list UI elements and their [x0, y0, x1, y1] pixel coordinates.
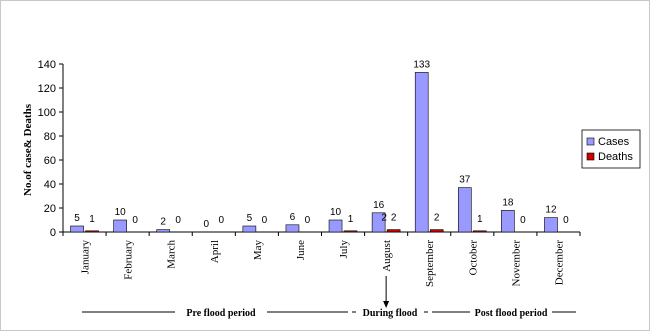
- bar-cases-march: [156, 229, 171, 233]
- legend-swatch-deaths: [586, 152, 595, 161]
- x-tick-label-november: November: [510, 240, 522, 287]
- bar-cases-november: [501, 210, 515, 233]
- data-label-cases-february: 10: [115, 207, 127, 218]
- data-label-deaths-february: 0: [132, 215, 138, 226]
- data-label-deaths-june: 0: [305, 215, 311, 226]
- bar-deaths-october: [472, 230, 487, 233]
- y-tick-label-100: 100: [38, 107, 56, 119]
- bar-deaths-july: [343, 230, 358, 233]
- data-label-deaths-april: 0: [219, 215, 225, 226]
- data-label-deaths-december: 0: [563, 215, 569, 226]
- legend-box: [581, 129, 641, 169]
- bar-deaths-january: [85, 230, 99, 233]
- x-tick-label-june: June: [295, 240, 307, 260]
- x-tick-label-january: January: [80, 240, 92, 275]
- y-tick-label-60: 60: [44, 155, 56, 167]
- x-tick-label-may: May: [252, 240, 264, 261]
- bar-cases-september: [414, 72, 429, 233]
- data-label-deaths-november: 0: [520, 215, 526, 226]
- data-label-deaths-july: 1: [348, 214, 354, 225]
- data-label-cases-september: 133: [413, 59, 430, 70]
- extra-data-label-august: 2: [381, 213, 387, 224]
- y-axis-title: No.of case& Deaths: [22, 103, 34, 196]
- x-tick-label-march: March: [166, 240, 178, 269]
- x-tick-label-august: August: [381, 240, 393, 272]
- bar-cases-may: [242, 225, 257, 233]
- data-label-cases-june: 6: [290, 212, 296, 223]
- bar-cases-july: [328, 219, 343, 233]
- x-tick-label-october: October: [467, 240, 479, 276]
- period-label-during-flood: During flood: [363, 308, 418, 319]
- x-tick-label-april: April: [209, 240, 221, 263]
- data-label-cases-october: 37: [459, 175, 471, 186]
- y-tick-label-0: 0: [50, 227, 56, 239]
- x-tick-label-september: September: [424, 240, 436, 287]
- data-label-deaths-august: 2: [391, 213, 397, 224]
- data-label-deaths-march: 0: [175, 215, 181, 226]
- data-label-cases-november: 18: [502, 197, 514, 208]
- data-label-cases-may: 5: [247, 213, 253, 224]
- legend-label-deaths: Deaths: [598, 151, 633, 163]
- bar-deaths-september: [429, 229, 444, 233]
- period-label-pre-flood-period: Pre flood period: [186, 308, 256, 319]
- data-label-deaths-january: 1: [89, 214, 95, 225]
- bar-cases-december: [544, 217, 558, 233]
- data-label-cases-january: 5: [74, 213, 80, 224]
- y-tick-label-20: 20: [44, 203, 56, 215]
- y-tick-label-80: 80: [44, 131, 56, 143]
- legend-swatch-cases: [586, 137, 595, 146]
- bar-cases-january: [70, 225, 84, 233]
- data-label-cases-april: 0: [204, 219, 210, 230]
- data-label-deaths-september: 2: [434, 213, 440, 224]
- data-label-cases-august: 16: [373, 200, 385, 211]
- bar-cases-august: [371, 212, 386, 233]
- bar-cases-october: [457, 187, 472, 233]
- x-tick-label-february: February: [123, 240, 135, 280]
- data-label-cases-march: 2: [160, 217, 166, 228]
- bar-deaths-august: [386, 229, 401, 233]
- data-label-cases-december: 12: [545, 205, 557, 216]
- data-label-deaths-october: 1: [477, 214, 483, 225]
- data-label-deaths-may: 0: [262, 215, 268, 226]
- x-tick-label-december: December: [553, 240, 565, 286]
- legend-label-cases: Cases: [598, 136, 630, 148]
- y-tick-label-120: 120: [38, 83, 56, 95]
- x-tick-label-july: July: [338, 240, 350, 259]
- period-label-post-flood-period: Post flood period: [475, 308, 548, 319]
- during-flood-arrow-head: [383, 301, 390, 308]
- y-tick-label-140: 140: [38, 59, 56, 71]
- bar-cases-february: [113, 219, 127, 233]
- y-tick-label-40: 40: [44, 179, 56, 191]
- bar-cases-june: [285, 224, 300, 233]
- data-label-cases-july: 10: [330, 207, 342, 218]
